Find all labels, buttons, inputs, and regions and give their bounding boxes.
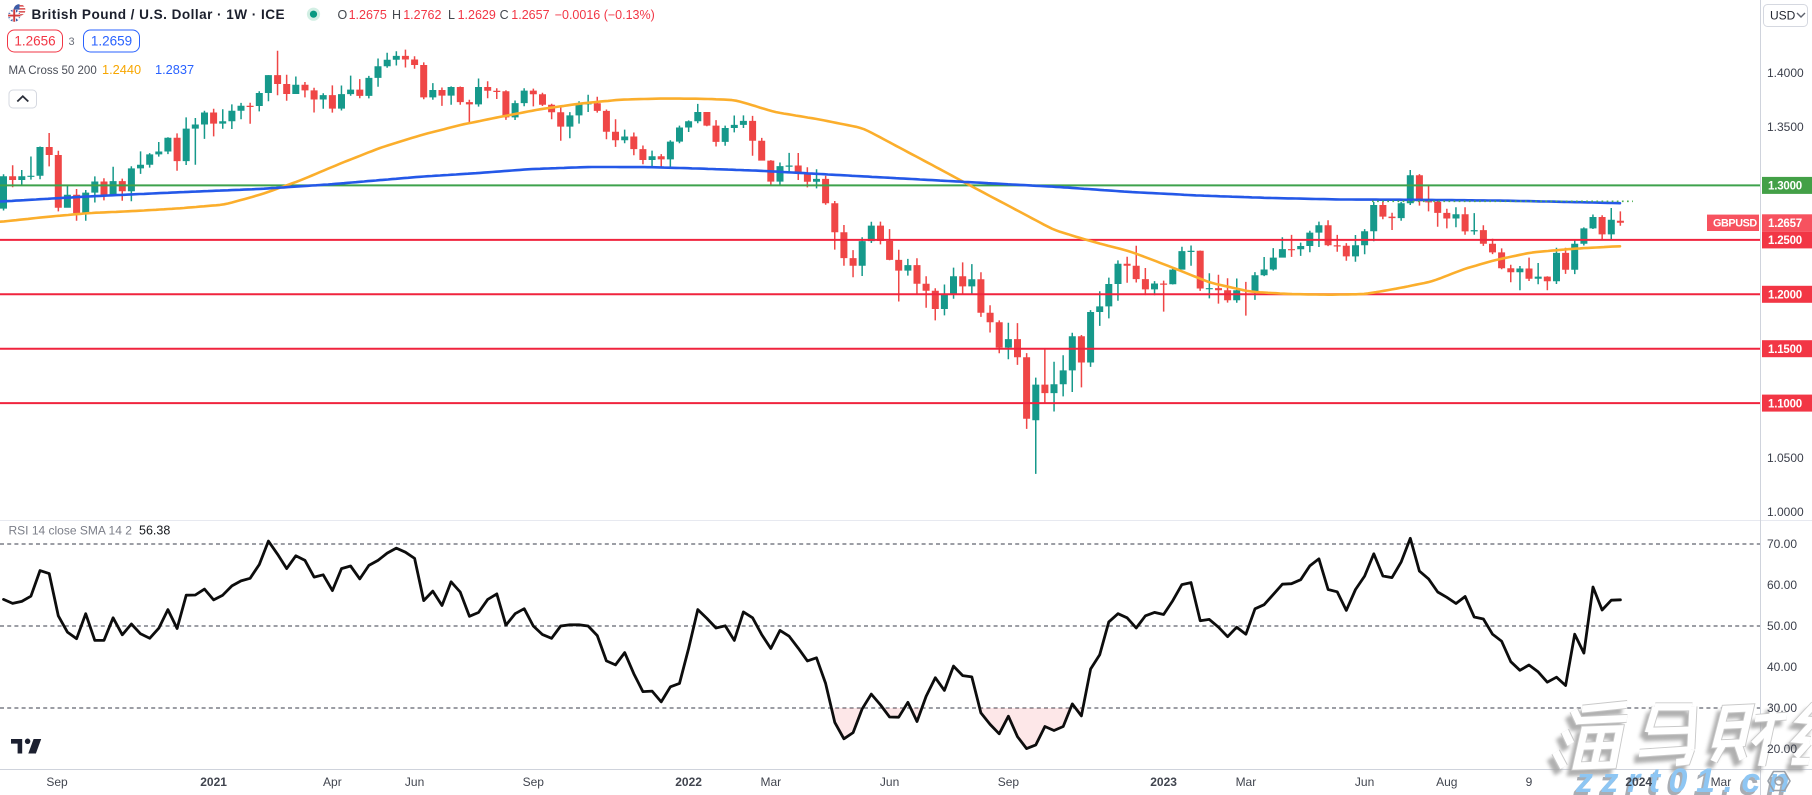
svg-text:2024: 2024 [1625, 775, 1652, 789]
svg-text:Sep: Sep [998, 775, 1020, 789]
svg-text:1.2657: 1.2657 [511, 8, 549, 22]
svg-text:40.00: 40.00 [1767, 660, 1797, 674]
svg-text:zzrt01.cn: zzrt01.cn [1575, 762, 1798, 795]
svg-text:2022: 2022 [675, 775, 702, 789]
svg-text:1.2762: 1.2762 [403, 8, 441, 22]
svg-text:Jun: Jun [405, 775, 424, 789]
svg-text:2021: 2021 [200, 775, 227, 789]
svg-text:Sep: Sep [46, 775, 68, 789]
svg-text:50.00: 50.00 [1767, 619, 1797, 633]
svg-text:1.1500: 1.1500 [1768, 344, 1802, 356]
svg-text:1.4000: 1.4000 [1767, 66, 1804, 80]
svg-text:Sep: Sep [523, 775, 545, 789]
svg-text:−0.0016 (−0.13%): −0.0016 (−0.13%) [555, 8, 655, 22]
svg-text:20.00: 20.00 [1767, 742, 1797, 756]
svg-text:1.2837: 1.2837 [155, 62, 194, 77]
svg-text:1.3500: 1.3500 [1767, 120, 1804, 134]
svg-text:1.2440: 1.2440 [102, 62, 141, 77]
svg-text:70.00: 70.00 [1767, 537, 1797, 551]
svg-text:zzrt01.cn: zzrt01.cn [1573, 765, 1796, 795]
svg-text:1.2675: 1.2675 [349, 8, 387, 22]
svg-text:1.2500: 1.2500 [1768, 235, 1802, 247]
svg-text:Jun: Jun [880, 775, 899, 789]
svg-text:H: H [392, 8, 401, 22]
svg-text:MA Cross 50 200: MA Cross 50 200 [9, 65, 97, 77]
svg-text:Aug: Aug [1436, 775, 1457, 789]
svg-text:1.0000: 1.0000 [1767, 505, 1804, 519]
svg-text:1.1000: 1.1000 [1768, 398, 1802, 410]
svg-text:1.2659: 1.2659 [91, 34, 132, 49]
svg-text:L: L [448, 8, 455, 22]
svg-text:1.2656: 1.2656 [14, 34, 55, 49]
svg-text:9: 9 [1526, 775, 1533, 789]
svg-text:Apr: Apr [323, 775, 342, 789]
svg-text:Mar: Mar [1711, 775, 1732, 789]
svg-text:Jun: Jun [1355, 775, 1374, 789]
svg-text:1.2000: 1.2000 [1768, 290, 1802, 302]
svg-text:1.0500: 1.0500 [1767, 451, 1804, 465]
svg-text:30.00: 30.00 [1767, 701, 1797, 715]
svg-text:1.2657: 1.2657 [1768, 218, 1802, 230]
svg-text:Mar: Mar [760, 775, 781, 789]
svg-text:RSI 14 close SMA 14 2: RSI 14 close SMA 14 2 [9, 524, 133, 538]
svg-text:O: O [338, 8, 348, 22]
svg-text:British Pound / U.S. Dollar ·: British Pound / U.S. Dollar · 1W · ICE [32, 7, 286, 22]
svg-text:2023: 2023 [1150, 775, 1177, 789]
svg-text:60.00: 60.00 [1767, 578, 1797, 592]
svg-text:C: C [500, 8, 509, 22]
svg-text:3: 3 [68, 36, 74, 48]
svg-text:GBPUSD: GBPUSD [1713, 218, 1757, 230]
svg-text:56.38: 56.38 [139, 524, 170, 538]
svg-text:Mar: Mar [1236, 775, 1257, 789]
svg-text:USD: USD [1770, 9, 1796, 23]
svg-text:1.2629: 1.2629 [458, 8, 496, 22]
svg-text:1.3000: 1.3000 [1768, 181, 1802, 193]
